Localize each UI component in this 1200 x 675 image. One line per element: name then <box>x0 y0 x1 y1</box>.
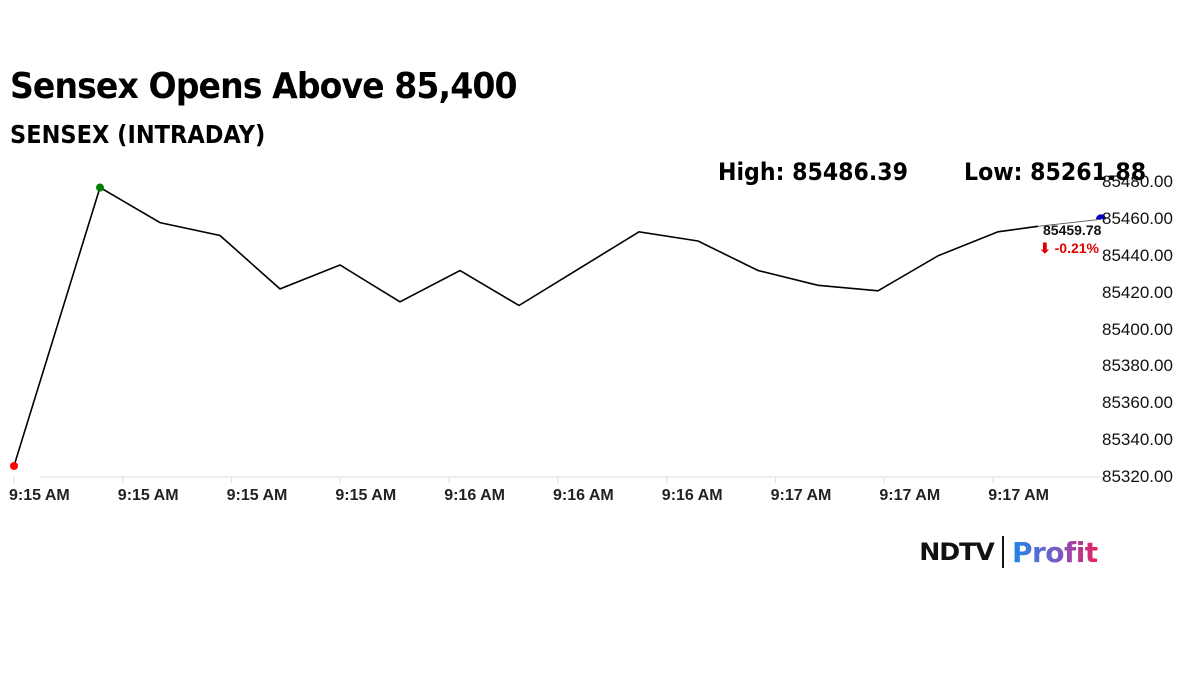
y-tick-label: 85440.00 <box>1102 245 1173 265</box>
change-percent-label: ⬇ -0.21% <box>1039 240 1099 256</box>
x-tick-label: 9:15 AM <box>226 487 288 504</box>
y-tick-label: 85360.00 <box>1102 393 1173 413</box>
y-tick-label: 85420.00 <box>1102 282 1173 302</box>
sensex-line <box>13 186 1039 467</box>
y-tick-label: 85460.00 <box>1102 208 1173 228</box>
tail-line <box>1037 218 1102 227</box>
low-label: Low: 85261.88 <box>964 158 1147 186</box>
high-label: High: 85486.39 <box>718 158 909 186</box>
high-marker <box>96 183 104 192</box>
logo-ndtv: NDTV <box>919 538 995 566</box>
x-tick-label: 9:16 AM <box>661 487 723 504</box>
x-tick-label: 9:17 AM <box>988 487 1049 504</box>
open-marker <box>10 461 18 470</box>
x-tick-label: 9:15 AM <box>335 487 397 504</box>
last-value-label: 85459.78 <box>1043 222 1102 238</box>
x-tick-label: 9:15 AM <box>9 487 70 504</box>
x-tick-label: 9:17 AM <box>770 487 832 504</box>
x-tick-label: 9:17 AM <box>879 487 941 504</box>
y-tick-label: 85480.00 <box>1102 172 1173 191</box>
y-tick-label: 85320.00 <box>1102 467 1173 486</box>
last-marker <box>1096 214 1106 220</box>
logo-divider <box>1001 536 1004 568</box>
logo-profit: Profit <box>1011 535 1098 569</box>
ndtv-profit-logo: NDTV Profit <box>919 533 1098 571</box>
x-tick-label: 9:15 AM <box>117 487 179 504</box>
y-tick-label: 85400.00 <box>1102 319 1173 339</box>
x-axis-ticks <box>13 477 1103 483</box>
chart-title: Sensex Opens Above 85,400 <box>10 66 518 107</box>
x-tick-label: 9:16 AM <box>444 487 505 504</box>
x-tick-label: 9:16 AM <box>553 487 614 504</box>
chart-subtitle: SENSEX (INTRADAY) <box>10 120 266 149</box>
y-tick-label: 85380.00 <box>1102 356 1173 376</box>
y-tick-label: 85340.00 <box>1102 430 1173 450</box>
